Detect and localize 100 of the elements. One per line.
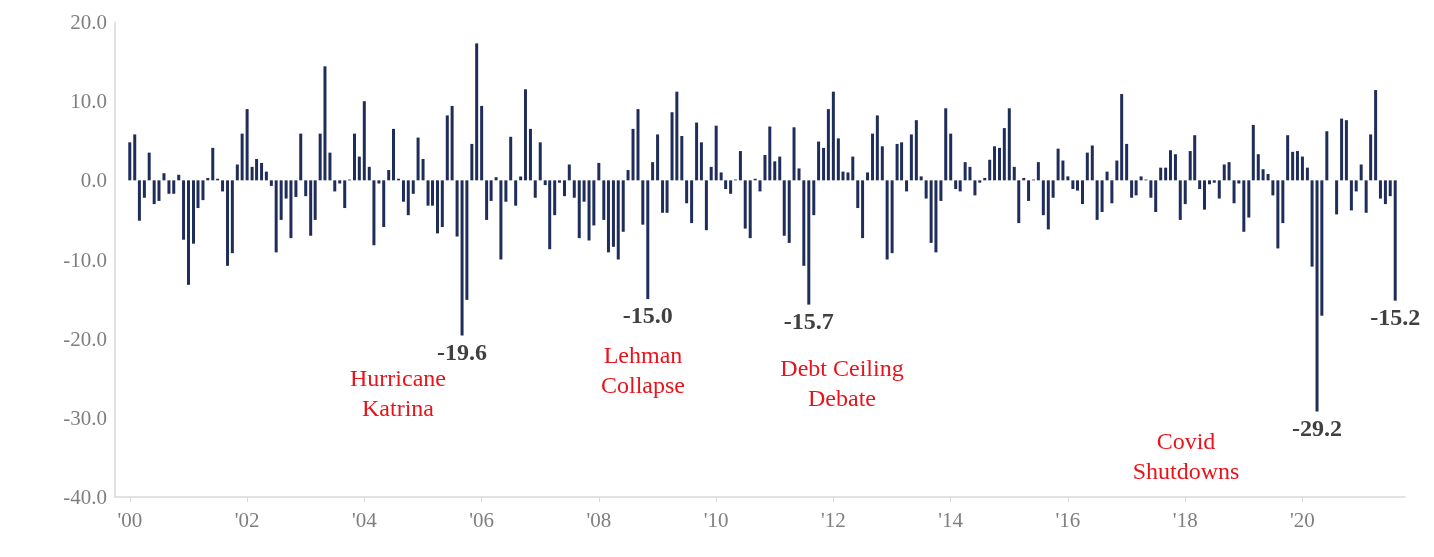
- x-tick-label: '06: [469, 507, 495, 532]
- bar: [616, 180, 620, 260]
- bar: [1105, 171, 1109, 181]
- data-label: -15.7: [783, 307, 834, 334]
- bar: [504, 180, 508, 202]
- bar: [1291, 151, 1295, 181]
- bar: [1393, 180, 1397, 301]
- bar: [338, 180, 342, 184]
- x-tick-label: '20: [1290, 507, 1315, 532]
- bar: [1247, 180, 1251, 218]
- bar: [719, 172, 723, 181]
- bar: [553, 180, 557, 216]
- bar: [973, 180, 977, 196]
- bar: [778, 156, 782, 181]
- bar: [1149, 180, 1153, 198]
- bar: [822, 147, 826, 181]
- bar: [377, 180, 381, 184]
- bar: [1036, 162, 1040, 181]
- bar: [1168, 150, 1172, 181]
- bar: [240, 133, 244, 181]
- bar: [392, 128, 396, 181]
- annotation: Hurricane Katrina: [350, 365, 446, 421]
- annotation: Covid Shutdowns: [1132, 428, 1240, 484]
- bar: [353, 133, 357, 181]
- bar: [724, 180, 728, 190]
- bar: [455, 180, 459, 237]
- bar: [1066, 176, 1070, 181]
- bar: [528, 128, 532, 181]
- bar: [1002, 128, 1006, 181]
- bar: [416, 137, 420, 181]
- bar: [1017, 180, 1021, 224]
- bar: [152, 180, 156, 205]
- bar: [988, 159, 992, 181]
- bar: [890, 180, 894, 254]
- bar: [861, 180, 865, 239]
- bar: [328, 152, 332, 181]
- bar: [866, 172, 870, 181]
- bar: [1222, 164, 1226, 181]
- bar: [1095, 180, 1099, 220]
- y-tick-label: 20.0: [70, 10, 107, 34]
- bar: [856, 180, 860, 209]
- bar: [1081, 180, 1084, 205]
- bar: [226, 180, 230, 266]
- bar: [1007, 108, 1011, 181]
- bar: [387, 170, 391, 181]
- bar: [1198, 180, 1202, 190]
- bar: [1340, 118, 1344, 181]
- bar: [221, 180, 225, 192]
- bar: [230, 180, 234, 254]
- bar: [782, 180, 786, 236]
- bar: [440, 180, 444, 228]
- bar: [235, 164, 239, 181]
- bar: [998, 147, 1002, 181]
- bar: [289, 180, 293, 239]
- bar: [797, 168, 801, 181]
- bar: [475, 43, 479, 181]
- bar: [871, 133, 875, 181]
- bar: [426, 180, 430, 206]
- bar: [621, 180, 625, 232]
- bar: [646, 180, 650, 300]
- bar: [812, 180, 816, 216]
- bar: [773, 161, 777, 181]
- bar: [167, 180, 171, 194]
- x-tick-label: '08: [586, 507, 612, 532]
- bar: [1261, 169, 1265, 181]
- bar: [661, 180, 665, 213]
- bar: [1041, 180, 1045, 216]
- bar: [1207, 180, 1211, 185]
- bar: [1056, 148, 1060, 181]
- bar: [939, 180, 943, 201]
- bar: [1125, 143, 1129, 181]
- bar: [924, 180, 928, 199]
- bar: [1183, 180, 1187, 205]
- bar: [909, 134, 913, 181]
- bar: [1276, 180, 1280, 249]
- bar: [748, 180, 752, 239]
- bar: [538, 142, 542, 181]
- x-tick-label: '16: [1055, 507, 1081, 532]
- bar: [1232, 180, 1236, 204]
- bar: [514, 180, 518, 206]
- bar: [1378, 180, 1382, 199]
- bar: [817, 141, 821, 181]
- bar: [1173, 154, 1177, 181]
- bar: [1383, 180, 1387, 205]
- bar: [1388, 180, 1392, 197]
- bar: [1349, 180, 1353, 211]
- bar: [875, 115, 879, 181]
- bar: [1281, 180, 1285, 224]
- bar: [128, 142, 132, 181]
- bar: [1374, 90, 1378, 181]
- data-label: -19.6: [437, 338, 488, 365]
- bar: [279, 180, 283, 220]
- bar: [519, 176, 523, 181]
- bar: [636, 109, 640, 181]
- x-tick-label: '02: [234, 507, 260, 532]
- bar: [333, 180, 337, 192]
- y-tick-label: -40.0: [63, 485, 107, 509]
- bar: [182, 180, 186, 240]
- bar: [743, 180, 747, 229]
- bar: [1295, 151, 1299, 181]
